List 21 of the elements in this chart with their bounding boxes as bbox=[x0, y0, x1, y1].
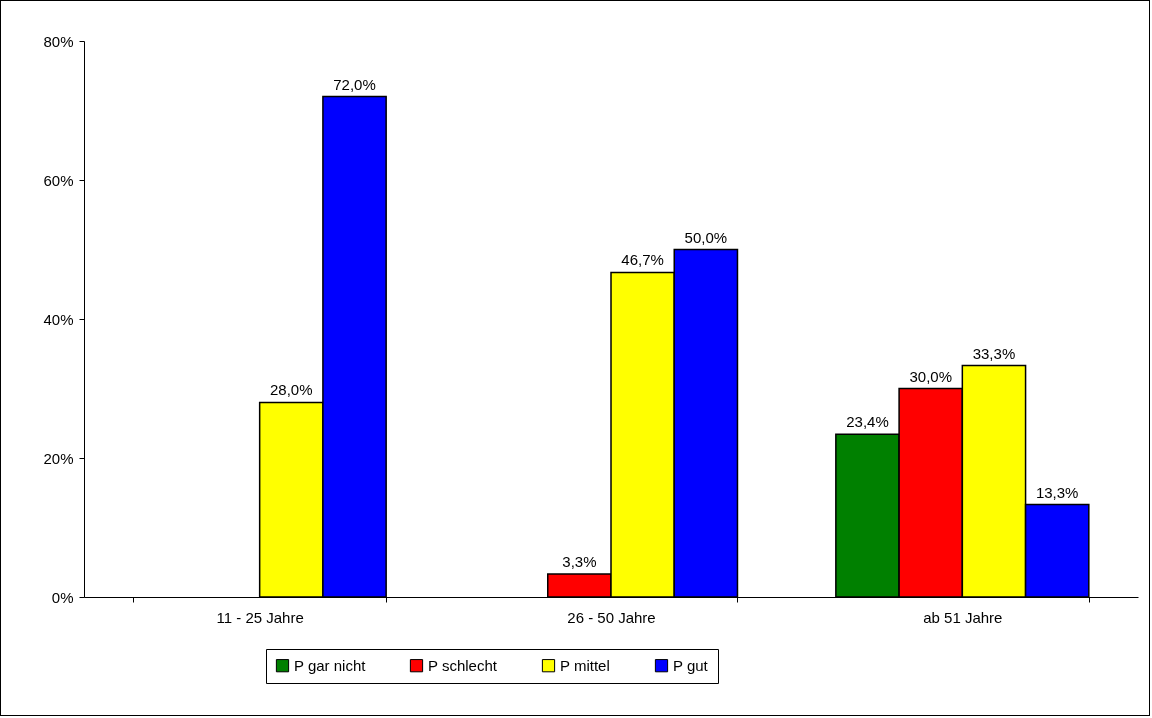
y-tick-label: 60% bbox=[43, 171, 74, 189]
legend-label: P schlecht bbox=[428, 656, 498, 674]
legend-label: P gar nicht bbox=[294, 656, 367, 674]
y-tick-label: 40% bbox=[43, 310, 74, 328]
legend-label: P gut bbox=[673, 656, 709, 674]
x-tick-label: 11 - 25 Jahre bbox=[216, 608, 304, 626]
legend-label: P mittel bbox=[560, 656, 610, 674]
data-label: 33,3% bbox=[972, 344, 1016, 362]
x-tick-label: ab 51 Jahre bbox=[923, 608, 1003, 626]
data-label: 46,7% bbox=[621, 251, 664, 269]
data-label: 50,0% bbox=[684, 228, 728, 246]
x-tick-label: 26 - 50 Jahre bbox=[567, 608, 656, 626]
y-tick-label: 0% bbox=[51, 588, 74, 606]
data-label: 23,4% bbox=[846, 413, 889, 431]
y-tick-label: 20% bbox=[43, 449, 74, 467]
data-label: 3,3% bbox=[562, 553, 597, 571]
y-tick-label: 80% bbox=[43, 32, 74, 50]
data-label: 72,0% bbox=[333, 75, 376, 93]
data-label: 30,0% bbox=[909, 367, 952, 385]
data-label: 28,0% bbox=[270, 381, 313, 399]
data-label: 13,3% bbox=[1035, 483, 1079, 501]
